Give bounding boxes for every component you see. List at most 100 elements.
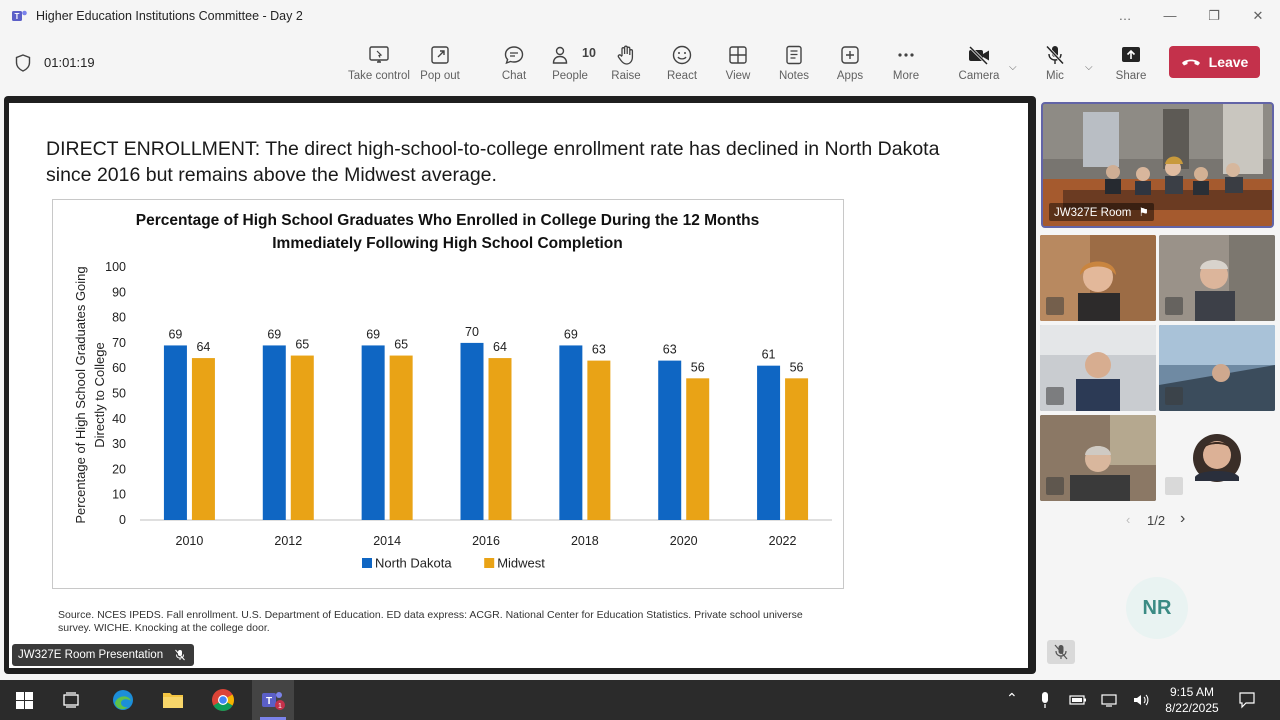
data-label: 69 bbox=[366, 327, 380, 341]
leave-button[interactable]: Leave bbox=[1169, 46, 1260, 78]
task-view-icon[interactable] bbox=[62, 691, 80, 709]
apps-button[interactable]: Apps bbox=[818, 40, 882, 90]
participant-tile[interactable] bbox=[1040, 415, 1156, 501]
participant-video bbox=[1159, 325, 1275, 411]
data-label: 65 bbox=[295, 338, 309, 352]
take-control-icon bbox=[369, 46, 389, 63]
edge-icon[interactable] bbox=[111, 688, 135, 712]
room-video-tile[interactable] bbox=[1041, 102, 1274, 228]
camera-off-icon bbox=[968, 45, 989, 66]
x-tick-label: 2020 bbox=[670, 534, 698, 548]
raise-hand-button[interactable]: Raise bbox=[594, 40, 658, 90]
minimize-button[interactable]: — bbox=[1163, 8, 1177, 23]
more-button[interactable]: More bbox=[874, 40, 938, 90]
bar-north-dakota bbox=[658, 360, 682, 520]
y-tick-label: 90 bbox=[112, 285, 126, 299]
data-label: 65 bbox=[394, 338, 408, 352]
self-mic-off-icon[interactable] bbox=[1047, 640, 1075, 664]
participant-tile[interactable] bbox=[1159, 235, 1275, 321]
camera-button[interactable]: Camera bbox=[947, 40, 1011, 90]
take-control-label: Take control bbox=[347, 70, 410, 82]
participant-tile[interactable] bbox=[1159, 415, 1275, 501]
mic-off-icon bbox=[175, 649, 185, 661]
x-tick-label: 2010 bbox=[176, 534, 204, 548]
source-note: Source. NCES IPEDS. Fall enrollment. U.S… bbox=[58, 609, 803, 634]
bar-north-dakota bbox=[460, 342, 484, 520]
y-tick-label: 60 bbox=[112, 361, 126, 375]
window-more-button[interactable]: … bbox=[1118, 8, 1132, 23]
svg-text:T: T bbox=[15, 12, 20, 21]
share-label: Share bbox=[1115, 70, 1147, 82]
camera-options-chevron-icon[interactable]: ⌵ bbox=[1009, 62, 1017, 73]
people-button[interactable]: 10 People bbox=[538, 40, 602, 90]
file-explorer-icon[interactable] bbox=[162, 690, 184, 710]
react-button[interactable]: React bbox=[650, 40, 714, 90]
view-button[interactable]: View bbox=[706, 40, 770, 90]
data-label: 64 bbox=[493, 340, 507, 354]
chat-label: Chat bbox=[501, 70, 527, 82]
raise-hand-icon bbox=[617, 45, 634, 65]
network-icon[interactable] bbox=[1100, 692, 1118, 708]
mic-off-icon bbox=[1165, 297, 1183, 315]
share-button[interactable]: Share bbox=[1099, 40, 1163, 90]
leave-label: Leave bbox=[1208, 54, 1249, 70]
y-axis-label: Directly to College bbox=[92, 342, 107, 448]
close-window-button[interactable]: ✕ bbox=[1252, 8, 1264, 23]
bar-midwest bbox=[785, 378, 809, 520]
chat-button[interactable]: Chat bbox=[482, 40, 546, 90]
svg-text:1: 1 bbox=[278, 703, 282, 710]
microphone-tray-icon[interactable] bbox=[1039, 691, 1051, 709]
bar-midwest bbox=[290, 355, 314, 520]
mic-label: Mic bbox=[1046, 70, 1064, 82]
notes-icon bbox=[786, 45, 802, 65]
previous-page-chevron-icon[interactable]: ‹ bbox=[1126, 512, 1131, 527]
clock-time: 9:15 AM bbox=[1169, 685, 1215, 699]
show-hidden-icons-chevron-icon[interactable]: ⌃ bbox=[1006, 690, 1018, 706]
mic-options-chevron-icon[interactable]: ⌵ bbox=[1085, 62, 1093, 73]
apps-label: Apps bbox=[836, 70, 864, 82]
people-icon bbox=[552, 46, 568, 64]
legend-swatch bbox=[484, 558, 495, 568]
x-tick-label: 2022 bbox=[769, 534, 797, 548]
pin-icon[interactable]: ⚑ bbox=[1138, 207, 1149, 219]
pop-out-button[interactable]: Pop out bbox=[408, 40, 472, 90]
teams-app-icon: T bbox=[12, 10, 27, 21]
mic-button[interactable]: Mic bbox=[1023, 40, 1087, 90]
next-page-chevron-icon[interactable]: › bbox=[1180, 510, 1186, 527]
battery-icon[interactable] bbox=[1069, 693, 1087, 707]
bar-midwest bbox=[389, 355, 413, 520]
pop-out-label: Pop out bbox=[420, 70, 460, 82]
svg-text:T: T bbox=[266, 696, 272, 707]
participant-tile[interactable] bbox=[1040, 235, 1156, 321]
y-tick-label: 50 bbox=[112, 387, 126, 401]
participant-pager: 1/2 bbox=[1147, 513, 1166, 528]
mic-off-icon bbox=[1046, 387, 1064, 405]
shield-icon bbox=[15, 54, 31, 72]
take-control-button[interactable]: Take control bbox=[346, 40, 412, 90]
mic-off-icon bbox=[1046, 297, 1064, 315]
participant-tile[interactable] bbox=[1040, 325, 1156, 411]
chrome-icon[interactable] bbox=[211, 688, 235, 712]
data-label: 61 bbox=[762, 348, 776, 362]
data-label: 56 bbox=[691, 360, 705, 374]
restore-button[interactable]: ❐ bbox=[1208, 8, 1220, 23]
y-tick-label: 10 bbox=[112, 488, 126, 502]
bar-north-dakota bbox=[163, 345, 187, 520]
system-clock[interactable]: 9:15 AM 8/22/2025 bbox=[1162, 684, 1222, 716]
windows-start-icon[interactable] bbox=[16, 692, 33, 709]
avatar bbox=[1193, 434, 1241, 482]
data-label: 63 bbox=[592, 343, 606, 357]
presenter-label: JW327E Room Presentation bbox=[12, 644, 194, 666]
room-tile-label: JW327E Room ⚑ bbox=[1049, 203, 1154, 221]
more-label: More bbox=[892, 70, 920, 82]
participant-tile[interactable] bbox=[1159, 325, 1275, 411]
bar-north-dakota bbox=[559, 345, 583, 520]
notes-button[interactable]: Notes bbox=[762, 40, 826, 90]
react-label: React bbox=[666, 70, 698, 82]
volume-icon[interactable] bbox=[1132, 692, 1150, 708]
notifications-icon[interactable] bbox=[1238, 691, 1256, 709]
legend-label: Midwest bbox=[497, 556, 545, 571]
